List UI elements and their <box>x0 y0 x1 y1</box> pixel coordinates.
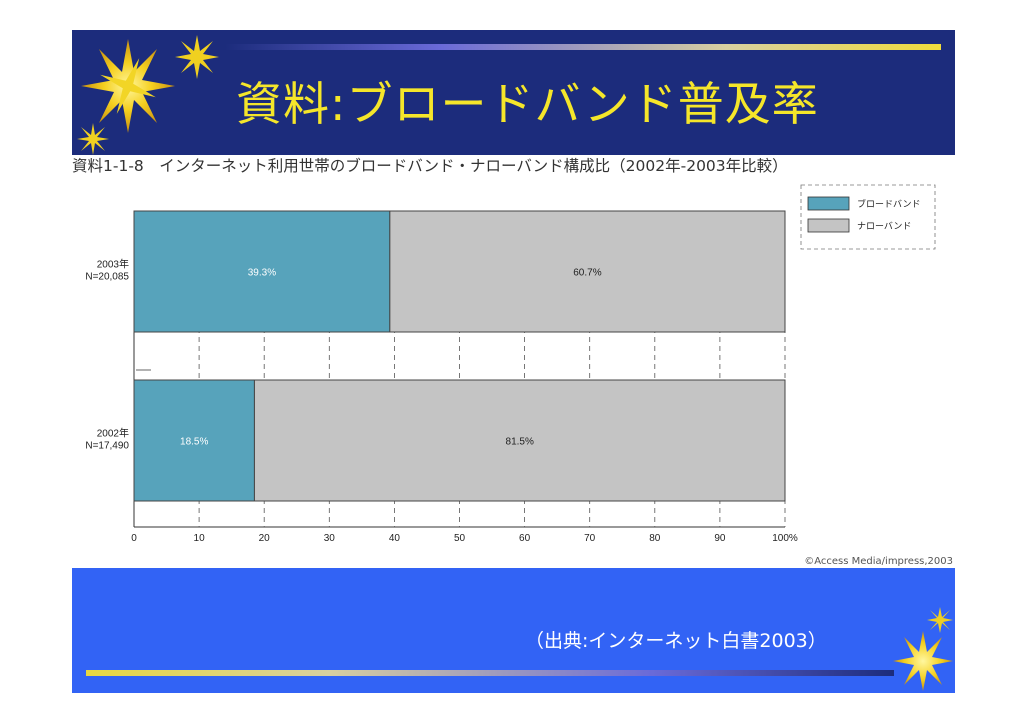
header-gradient-line <box>225 44 941 50</box>
bar-segment <box>253 379 786 502</box>
bar-value-label: 81.5% <box>506 437 534 448</box>
starburst-icon <box>81 39 175 133</box>
y-category-n: N=17,490 <box>85 441 129 452</box>
x-tick-label: 80 <box>649 533 661 544</box>
footer-gradient-line <box>86 670 894 676</box>
source-citation: （出典:インターネット白書2003） <box>525 630 827 652</box>
bar-value-label: 18.5% <box>180 437 208 448</box>
y-category-year: 2003年 <box>97 258 129 271</box>
copyright-note: ©Access Media/impress,2003 <box>804 556 953 567</box>
x-tick-label: 40 <box>389 533 401 544</box>
bar-value-label: 39.3% <box>248 268 276 279</box>
bar-value-label: 60.7% <box>573 268 601 279</box>
slide-title: 資料:ブロードバンド普及率 <box>236 77 819 131</box>
legend-label: ブロードバンド <box>857 198 920 209</box>
x-tick-label: 70 <box>584 533 596 544</box>
y-category-n: N=20,085 <box>85 272 129 283</box>
legend-box <box>800 184 936 250</box>
x-tick-label: 100% <box>772 533 798 544</box>
y-category-year: 2002年 <box>97 427 129 440</box>
starburst-icon <box>175 35 219 79</box>
starburst-icon <box>893 631 953 691</box>
starburst-icon <box>77 123 109 155</box>
bar-segment <box>389 210 786 333</box>
x-tick-label: 50 <box>454 533 466 544</box>
legend-swatch <box>807 218 850 233</box>
chart-caption: 資料1-1-8 インターネット利用世帯のブロードバンド・ナローバンド構成比（20… <box>72 157 788 175</box>
legend-swatch <box>807 196 850 211</box>
x-tick-label: 0 <box>131 533 137 544</box>
x-tick-label: 30 <box>324 533 336 544</box>
x-tick-label: 20 <box>259 533 271 544</box>
x-tick-label: 60 <box>519 533 531 544</box>
stacked-bar-chart: 39.3% 60.7% 18.5% 81.5% 0 10 20 30 40 50 60 70 80 90… <box>85 184 936 544</box>
x-tick-label: 90 <box>714 533 726 544</box>
slide: 資料:ブロードバンド普及率 資料1-1-8 インターネット利用世帯のブロードバン… <box>72 30 955 693</box>
chart-area: 資料1-1-8 インターネット利用世帯のブロードバンド・ナローバンド構成比（20… <box>72 155 955 568</box>
starburst-icon <box>927 607 953 633</box>
x-tick-label: 10 <box>194 533 206 544</box>
bar-segment <box>133 379 255 502</box>
slide-footer: （出典:インターネット白書2003） <box>72 568 955 693</box>
legend-label: ナローバンド <box>857 221 911 231</box>
slide-header: 資料:ブロードバンド普及率 <box>72 30 955 155</box>
